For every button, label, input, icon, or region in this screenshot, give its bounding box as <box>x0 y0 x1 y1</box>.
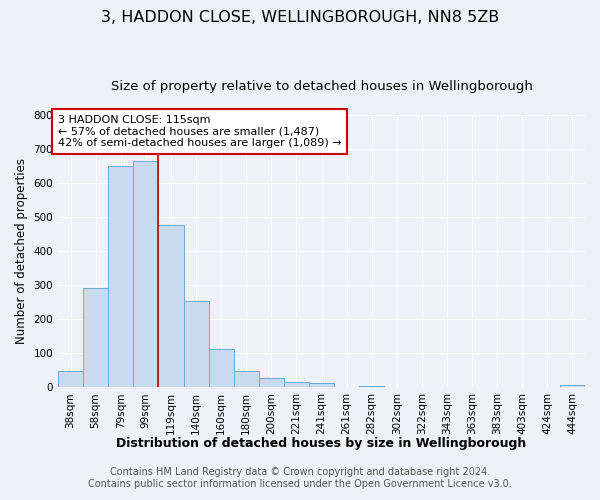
Title: Size of property relative to detached houses in Wellingborough: Size of property relative to detached ho… <box>110 80 532 93</box>
Y-axis label: Number of detached properties: Number of detached properties <box>15 158 28 344</box>
Bar <box>209 349 233 387</box>
Text: Contains HM Land Registry data © Crown copyright and database right 2024.
Contai: Contains HM Land Registry data © Crown c… <box>88 468 512 489</box>
Bar <box>184 301 209 387</box>
Text: 3, HADDON CLOSE, WELLINGBOROUGH, NN8 5ZB: 3, HADDON CLOSE, WELLINGBOROUGH, NN8 5ZB <box>101 10 499 25</box>
Bar <box>284 382 309 387</box>
Bar <box>359 386 384 387</box>
Text: 3 HADDON CLOSE: 115sqm
← 57% of detached houses are smaller (1,487)
42% of semi-: 3 HADDON CLOSE: 115sqm ← 57% of detached… <box>58 115 341 148</box>
Bar <box>133 161 158 387</box>
Bar <box>108 166 133 387</box>
Bar <box>560 385 585 387</box>
Bar <box>259 378 284 387</box>
Bar <box>83 288 108 387</box>
Bar <box>58 371 83 387</box>
Bar <box>233 370 259 387</box>
Bar <box>158 224 184 387</box>
X-axis label: Distribution of detached houses by size in Wellingborough: Distribution of detached houses by size … <box>116 437 527 450</box>
Bar <box>309 383 334 387</box>
